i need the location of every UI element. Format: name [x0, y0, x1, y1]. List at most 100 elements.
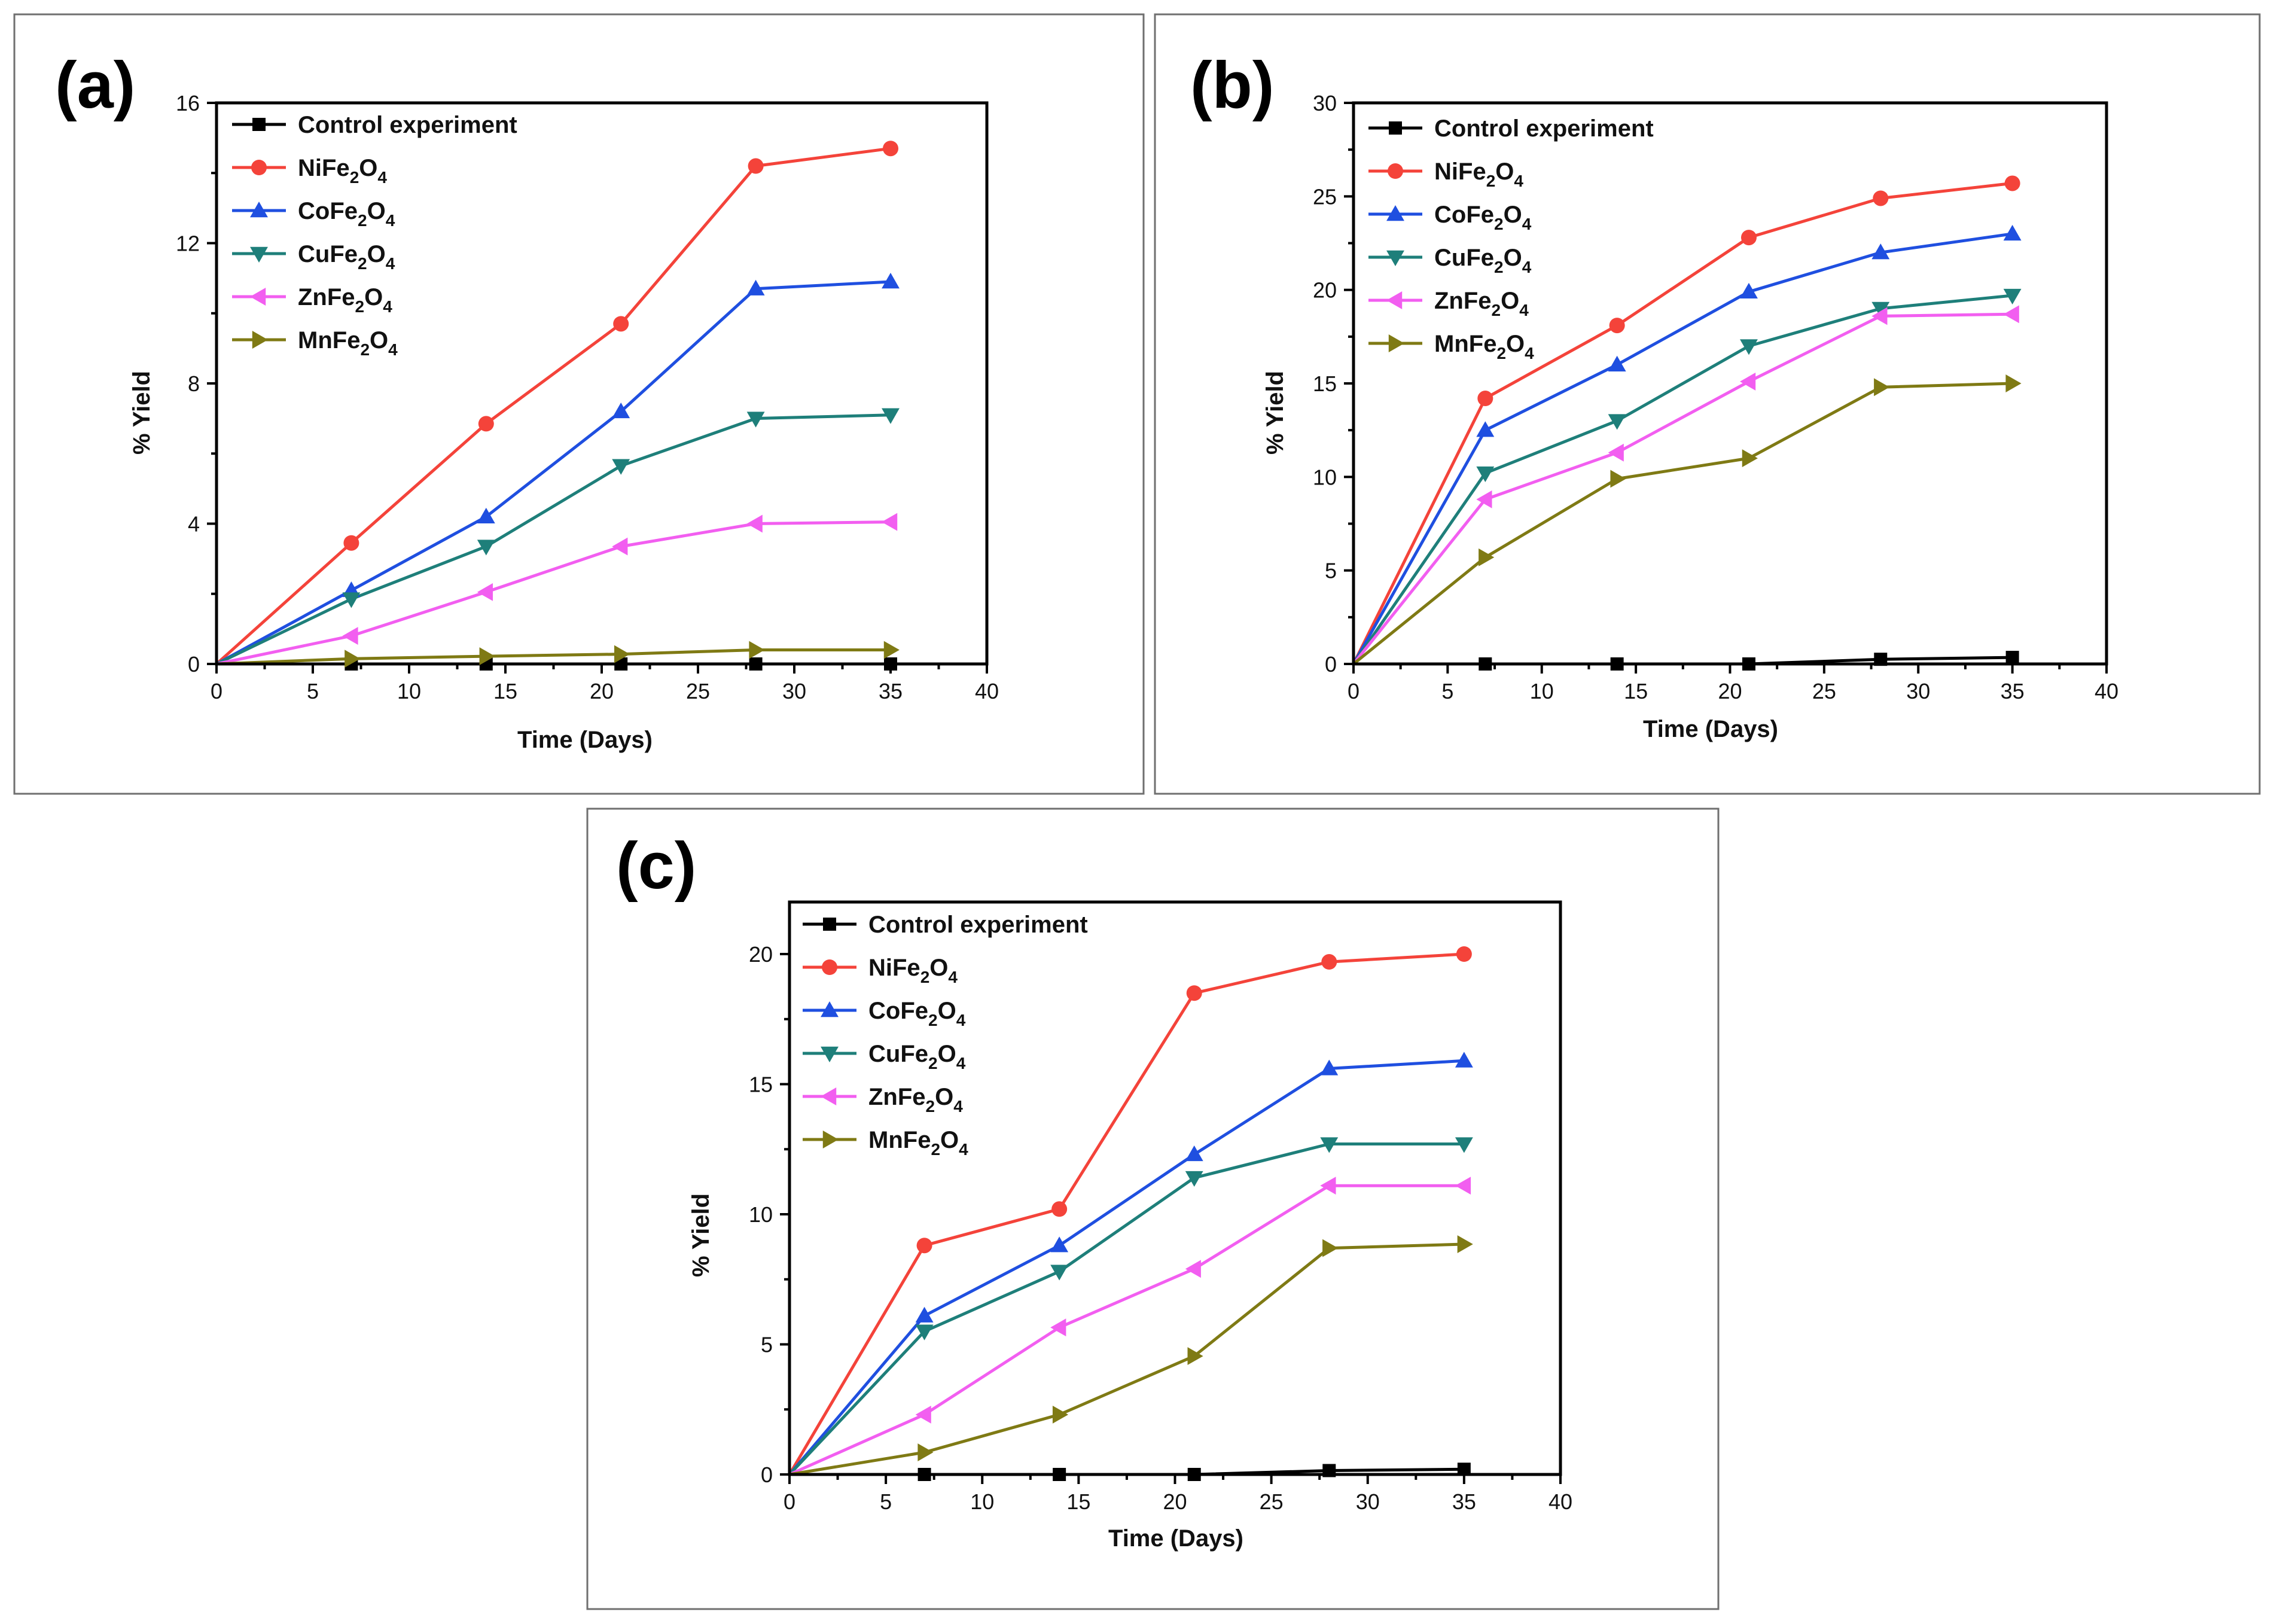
panel-a-x-tick-label-6: 30	[782, 679, 806, 703]
panel-b-series-4-point-1	[1476, 490, 1492, 508]
panel-a-x-tick-label-1: 5	[307, 679, 319, 703]
panel-b-series-3-point-2	[1608, 414, 1626, 430]
panel-c-series-1-point-1	[916, 1238, 932, 1254]
panel-a-legend: Control experiment NiFe2O4 CoFe2O4 CuFe2O4 Z…	[232, 112, 517, 359]
panel-a-x-tick-label-0: 0	[211, 679, 222, 703]
panel-c-series-4-point-4	[1320, 1177, 1336, 1195]
panel-b-x-tick-label-8: 40	[2095, 679, 2118, 703]
panel-b-y-tick-label-5: 25	[1313, 184, 1337, 209]
panel-b-series-4-point-5	[2003, 305, 2019, 324]
panel-b-x-tick-label-2: 10	[1530, 679, 1554, 703]
panel-c-series-0-point-2	[1053, 1468, 1066, 1481]
panel-c-series-4-point-1	[915, 1406, 931, 1424]
panel-a-x-tick-label-5: 25	[686, 679, 710, 703]
panel-b-legend-marker-1	[1388, 163, 1403, 179]
panel-c-legend-label-3: CuFe2O4	[868, 1041, 966, 1072]
panel-b-legend-marker-2	[1386, 205, 1404, 221]
panel-a-series-4-point-1	[342, 627, 358, 645]
panel-c-series-4-point-5	[1455, 1177, 1471, 1195]
panel-b-series-2-point-3	[1740, 282, 1758, 299]
panel-c-legend: Control experiment NiFe2O4 CoFe2O4 CuFe2O4 Z…	[803, 912, 1088, 1159]
panel-c-series-5-point-3	[1187, 1347, 1203, 1366]
panel-c-series-3-point-5	[1455, 1137, 1473, 1153]
panel-c-series-5-point-4	[1322, 1239, 1339, 1257]
panel-c-series-0-point-1	[917, 1468, 931, 1481]
panel-b-series-3-point-4	[1871, 301, 1890, 318]
panel-a-legend-label-0: Control experiment	[298, 112, 517, 138]
panel-a-legend-label-3: CuFe2O4	[298, 241, 395, 273]
chart-panel-c: (c) Time (Days) % Yield 0 5 10 15 20 25 30 35 40…	[586, 808, 1720, 1610]
panel-c-y-tick-label-0: 0	[761, 1462, 773, 1487]
panel-c-series-1-point-5	[1456, 946, 1472, 962]
panel-b-legend-label-4: ZnFe2O4	[1434, 288, 1529, 319]
panel-a-letter: (a)	[55, 48, 135, 122]
panel-c-legend-marker-1	[822, 959, 837, 975]
panel-a-series-3-point-2	[477, 540, 495, 556]
panel-b-y-tick-label-0: 0	[1325, 652, 1337, 677]
panel-b-x-tick-label-6: 30	[1906, 679, 1930, 703]
panel-b-series-1-point-5	[2004, 175, 2020, 191]
panel-a-series-1-point-5	[883, 141, 898, 157]
panel-a-series-4-point-3	[612, 537, 628, 556]
panel-a-series-2-point-2	[477, 507, 495, 523]
panel-b-legend-label-5: MnFe2O4	[1434, 331, 1534, 362]
panel-b-series-1-point-1	[1477, 391, 1493, 407]
panel-b-legend-marker-4	[1386, 291, 1403, 309]
panel-b-y-tick-label-4: 20	[1313, 278, 1337, 303]
panel-a-y-tick-label-2: 8	[188, 371, 200, 396]
panel-a-series-4-point-5	[882, 513, 898, 531]
panel-c-x-tick-label-4: 20	[1163, 1489, 1187, 1514]
panel-c-plot-area: 0 5 10 15 20 25 30 35 40 0 5 10 15 20 Control experime…	[749, 900, 1572, 1514]
panel-c-letter: (c)	[616, 829, 696, 903]
panel-b-x-tick-label-7: 35	[2001, 679, 2025, 703]
panel-b-series-5-point-5	[2005, 374, 2022, 392]
panel-b-legend-label-2: CoFe2O4	[1434, 202, 1532, 233]
panel-a-y-tick-label-3: 12	[176, 231, 200, 256]
panel-a-legend-marker-2	[250, 202, 268, 218]
panel-a-border	[13, 13, 1145, 795]
panel-a-series-3-point-4	[746, 412, 765, 428]
panel-b-series-3-point-3	[1740, 339, 1758, 355]
panel-b-series-line-3	[1352, 294, 2013, 665]
panel-c-series-3-point-4	[1320, 1137, 1339, 1153]
panel-b-series-3-point-5	[2003, 288, 2022, 304]
panel-c-x-axis-label: Time (Days)	[1108, 1525, 1243, 1552]
panel-a-y-axis-label: % Yield	[129, 371, 155, 455]
panel-b-y-tick-label-2: 10	[1313, 465, 1337, 489]
panel-c-series-line-1	[788, 952, 1465, 1476]
panel-a-x-tick-label-8: 40	[975, 679, 999, 703]
panel-c-x-tick-label-2: 10	[970, 1489, 994, 1514]
panel-a-series-1-point-2	[478, 416, 494, 432]
panel-b-y-tick-label-1: 5	[1325, 559, 1337, 583]
panel-b-series-0-point-1	[1479, 657, 1492, 671]
panel-b-legend: Control experiment NiFe2O4 CoFe2O4 CuFe2O4 Z…	[1368, 115, 1654, 362]
panel-b-legend-label-1: NiFe2O4	[1434, 159, 1523, 190]
panel-b-series-0-point-2	[1610, 657, 1624, 671]
panel-b-legend-marker-5	[1388, 334, 1404, 352]
panel-c-y-tick-label-1: 5	[761, 1333, 773, 1357]
panel-c-x-tick-label-3: 15	[1066, 1489, 1090, 1514]
panel-b-y-tick-label-3: 15	[1313, 371, 1337, 396]
panel-c-series-0-point-4	[1322, 1464, 1336, 1477]
panel-c-series-2-point-1	[915, 1306, 934, 1323]
panel-a-plot-area: 0 5 10 15 20 25 30 35 40 0 4 8 12 16 Control experimen…	[176, 91, 999, 703]
panel-a-y-tick-label-0: 0	[188, 652, 200, 677]
panel-a-series-line-3	[215, 413, 891, 666]
panel-b-series-2-point-2	[1608, 355, 1626, 371]
panel-a-series-0-point-4	[749, 657, 763, 671]
panel-c-legend-label-4: ZnFe2O4	[868, 1084, 963, 1116]
panel-b-legend-label-0: Control experiment	[1434, 115, 1654, 142]
panel-b-series-line-4	[1352, 312, 2013, 665]
panel-c-series-5-point-5	[1457, 1235, 1473, 1253]
panel-c-series-0-point-3	[1187, 1468, 1201, 1481]
panel-b-x-tick-label-0: 0	[1348, 679, 1359, 703]
panel-c-legend-marker-5	[822, 1131, 839, 1148]
panel-c-y-axis-label: % Yield	[688, 1193, 714, 1277]
panel-a-legend-marker-1	[251, 160, 267, 175]
panel-c-series-3-point-2	[1050, 1265, 1069, 1281]
panel-a-series-line-2	[215, 280, 891, 666]
panel-b-series-1-point-2	[1609, 318, 1625, 334]
panel-a-series-5-point-1	[345, 650, 361, 668]
panel-b-series-5-point-1	[1479, 548, 1495, 566]
